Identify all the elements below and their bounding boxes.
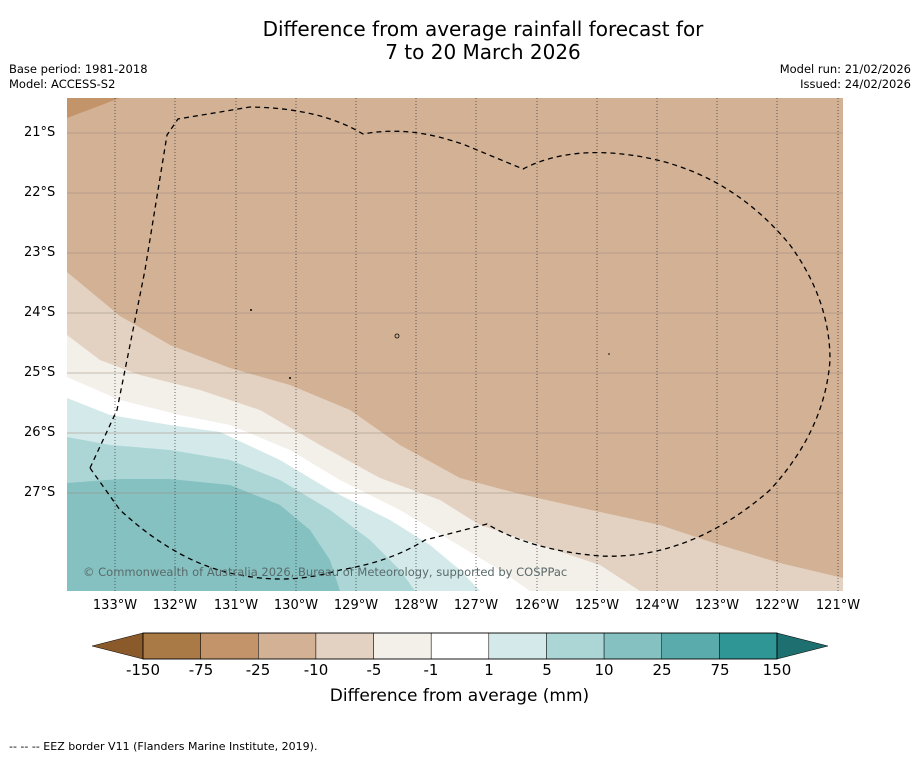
title: Difference from average rainfall forecas… — [0, 18, 919, 64]
copyright-notice: © Commonwealth of Australia 2026, Bureau… — [83, 565, 568, 579]
lon-label: 129°W — [333, 598, 379, 613]
eez-border — [89, 106, 831, 580]
colorbar-tick: -1 — [423, 661, 439, 679]
colorbar-extend-high — [776, 632, 829, 660]
colorbar-segment — [373, 632, 432, 660]
island-outline — [394, 333, 400, 339]
issued-date: Issued: 24/02/2026 — [800, 77, 911, 91]
lat-label: 26°S — [24, 425, 56, 440]
colorbar-tick: 150 — [762, 661, 792, 679]
lat-label: 27°S — [24, 485, 56, 500]
colorbar-tick: 5 — [542, 661, 552, 679]
title-line-1: Difference from average rainfall forecas… — [262, 17, 704, 41]
lon-label: 123°W — [694, 598, 740, 613]
lat-label: 23°S — [24, 245, 56, 260]
footer-note: -- -- -- EEZ border V11 (Flanders Marine… — [9, 740, 318, 753]
colorbar-segment — [200, 632, 259, 660]
lon-label: 132°W — [152, 598, 198, 613]
colorbar-extend-low — [91, 632, 144, 660]
colorbar-segment — [430, 632, 490, 660]
colorbar-tick: 75 — [710, 661, 730, 679]
colorbar-segment — [719, 632, 778, 660]
colorbar-tick: 10 — [594, 661, 614, 679]
colorbar-segment — [546, 632, 605, 660]
meridians — [114, 98, 839, 591]
lon-label: 133°W — [92, 598, 138, 613]
colorbar-segment — [315, 632, 374, 660]
islands — [250, 309, 610, 379]
lon-label: 125°W — [574, 598, 620, 613]
colorbar-tick: -25 — [245, 661, 271, 679]
lon-label: 127°W — [453, 598, 499, 613]
lon-label: 126°W — [514, 598, 560, 613]
meta-right: Model run: 21/02/2026 Issued: 24/02/2026 — [780, 62, 911, 92]
lon-label: 128°W — [393, 598, 439, 613]
title-line-2: 7 to 20 March 2026 — [385, 40, 581, 64]
contour-minus25-to-minus75 — [67, 98, 120, 118]
lat-label: 22°S — [24, 185, 56, 200]
colorbar-tick: -5 — [366, 661, 382, 679]
lat-label: 24°S — [24, 305, 56, 320]
lon-label: 130°W — [273, 598, 319, 613]
lat-label: 25°S — [24, 365, 56, 380]
colorbar — [91, 632, 829, 660]
meta-left: Base period: 1981-2018 Model: ACCESS-S2 — [9, 62, 148, 92]
colorbar-segment — [258, 632, 317, 660]
colorbar-tick: -10 — [303, 661, 329, 679]
model-run: Model run: 21/02/2026 — [779, 62, 911, 76]
colorbar-tick: 25 — [652, 661, 672, 679]
lon-label: 124°W — [634, 598, 680, 613]
colorbar-tick: 1 — [484, 661, 494, 679]
graticule — [67, 132, 843, 494]
colorbar-segment — [488, 632, 547, 660]
colorbar-segment — [603, 632, 662, 660]
contour-10-to-25 — [67, 479, 340, 591]
lon-label: 122°W — [754, 598, 800, 613]
rainfall-contours — [67, 98, 843, 591]
colorbar-segment — [142, 632, 201, 660]
model-name: Model: ACCESS-S2 — [9, 77, 116, 91]
lat-label: 21°S — [24, 125, 56, 140]
base-period: Base period: 1981-2018 — [9, 62, 148, 76]
lon-label: 121°W — [815, 598, 861, 613]
colorbar-tick: -150 — [125, 661, 161, 679]
lon-label: 131°W — [213, 598, 259, 613]
colorbar-segment — [661, 632, 720, 660]
colorbar-title: Difference from average (mm) — [329, 686, 590, 706]
colorbar-tick: -75 — [188, 661, 214, 679]
